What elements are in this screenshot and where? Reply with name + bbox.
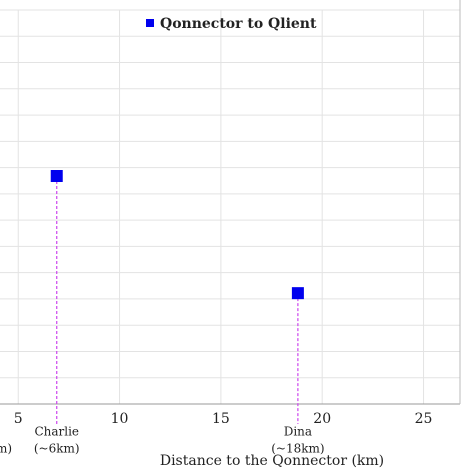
x-axis-label: Distance to the Qonnector (km) — [160, 453, 384, 469]
point — [50, 170, 63, 183]
annotation-label: Dina — [284, 425, 312, 439]
x-tick-label: 20 — [313, 411, 331, 427]
annotation-label: Charlie — [34, 425, 79, 439]
annotation-sublabel: (~6km) — [34, 442, 80, 456]
x-tick-label: 25 — [415, 411, 433, 427]
x-tick-label: 10 — [111, 411, 129, 427]
cropped-label: m) — [0, 442, 12, 456]
annotation-sublabel: (~18km) — [271, 442, 324, 456]
x-tick-label: 5 — [14, 411, 23, 427]
point — [291, 287, 304, 300]
legend-swatch — [146, 19, 154, 27]
x-tick-label: 15 — [212, 411, 230, 427]
legend-label: Qonnector to Qlient — [160, 16, 317, 32]
